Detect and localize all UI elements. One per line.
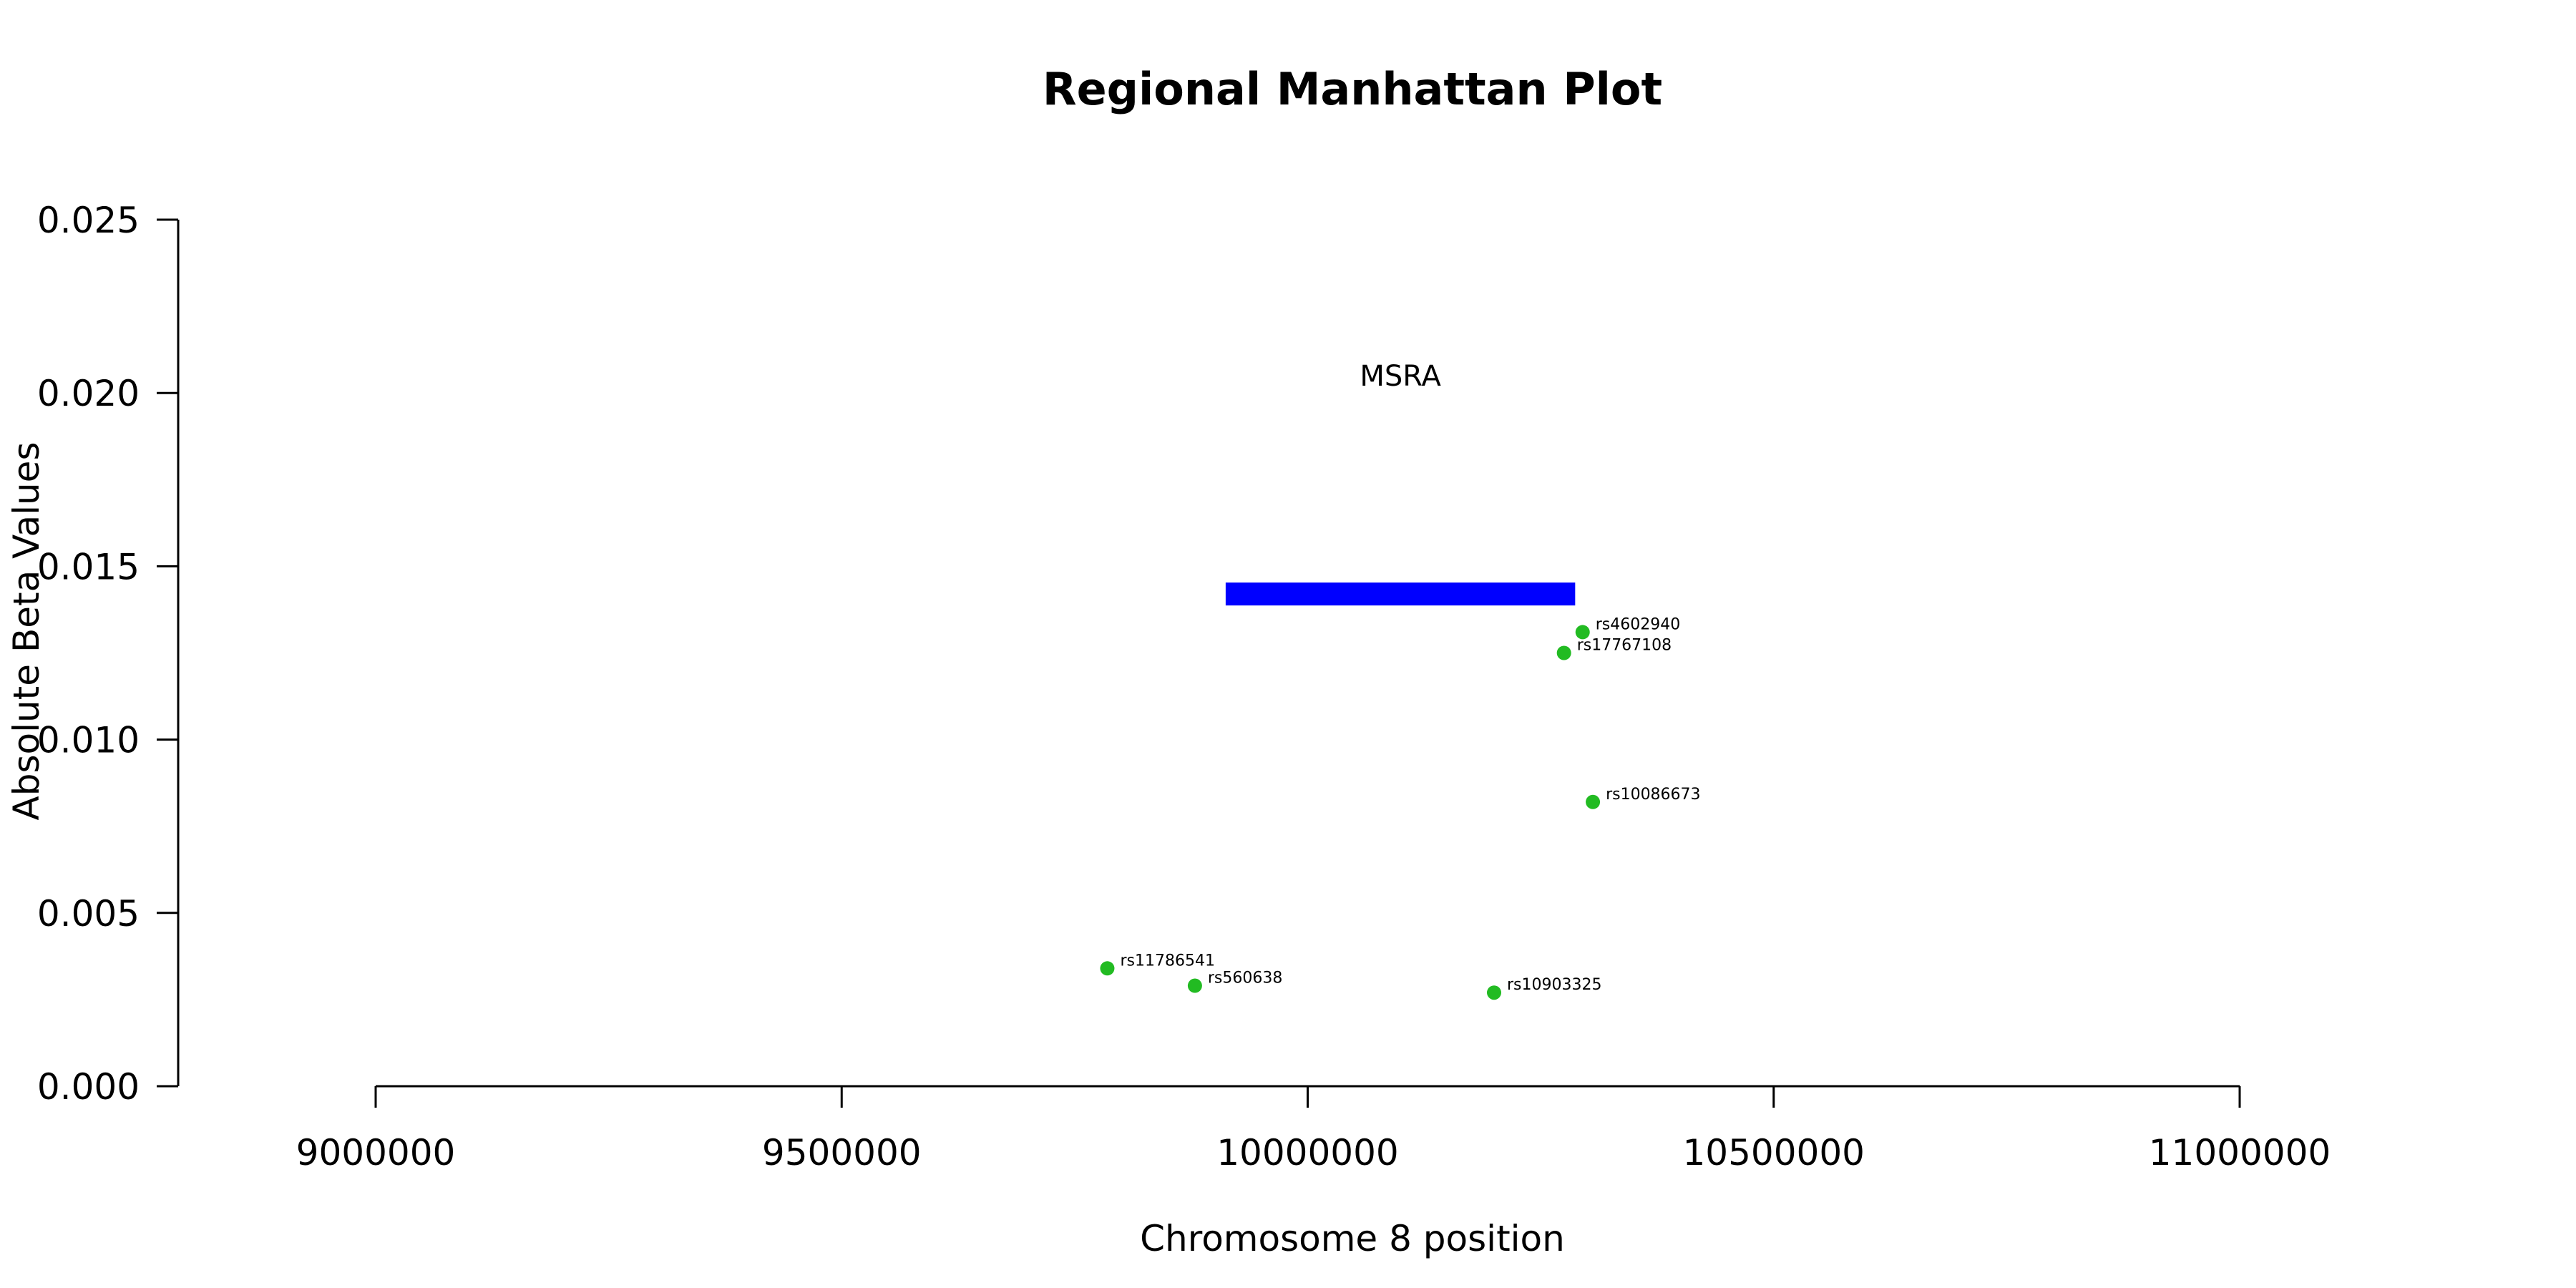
snp-label: rs17767108 — [1577, 637, 1672, 655]
x-tick-label: 9500000 — [762, 1132, 922, 1174]
y-tick-label: 0.025 — [37, 200, 140, 241]
gene-layer: MSRA — [1225, 360, 1576, 606]
x-tick-label: 11000000 — [2149, 1132, 2331, 1174]
snp-point — [1100, 961, 1115, 976]
snp-label: rs11786541 — [1120, 952, 1214, 970]
y-tick-label: 0.000 — [37, 1066, 140, 1108]
snp-point — [1556, 645, 1571, 660]
chart-title: Regional Manhattan Plot — [1043, 63, 1662, 115]
x-tick-label: 10000000 — [1216, 1132, 1399, 1174]
points-layer: rs4602940rs17767108rs10086673rs11786541r… — [1100, 615, 1701, 1000]
y-tick-label: 0.005 — [37, 893, 140, 935]
gene-bar — [1225, 582, 1576, 606]
snp-point — [1187, 978, 1202, 993]
y-tick-label: 0.010 — [37, 720, 140, 761]
snp-point — [1586, 794, 1601, 809]
x-axis: 9000000 9500000 10000000 10500000 11000000 — [296, 1085, 2331, 1174]
x-tick-label: 10500000 — [1683, 1132, 1865, 1174]
gene-label: MSRA — [1360, 360, 1441, 393]
snp-label: rs10086673 — [1606, 786, 1700, 804]
snp-label: rs10903325 — [1507, 976, 1601, 994]
y-tick-label: 0.015 — [37, 546, 140, 587]
y-axis-label: Absolute Beta Values — [6, 442, 47, 821]
snp-point — [1575, 625, 1590, 640]
snp-label: rs4602940 — [1596, 615, 1681, 633]
y-axis: 0.000 0.005 0.010 0.015 0.020 0.025 — [37, 200, 180, 1108]
snp-point — [1487, 985, 1501, 1000]
snp-label: rs560638 — [1208, 970, 1283, 987]
x-axis-label: Chromosome 8 position — [1140, 1218, 1565, 1259]
x-tick-label: 9000000 — [296, 1132, 456, 1174]
y-tick-label: 0.020 — [37, 373, 140, 414]
